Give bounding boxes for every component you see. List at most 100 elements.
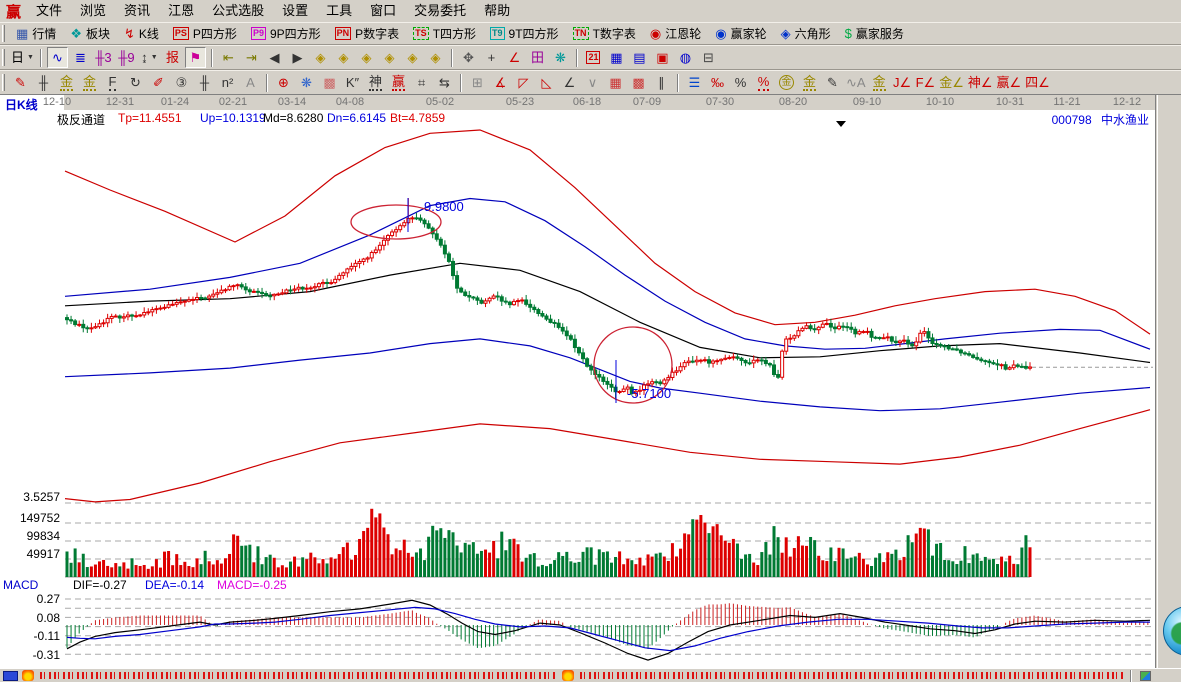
price-ladder-button[interactable]: ☰ (684, 72, 705, 93)
hexagon-button[interactable]: ◈ 六角形 (774, 23, 838, 45)
first-screen-button[interactable]: ⇤ (218, 47, 239, 68)
spiral-button[interactable]: ↻ (125, 72, 146, 93)
menu-settings[interactable]: 设置 (282, 3, 309, 18)
gann-ruler-button[interactable]: ╫ (33, 72, 54, 93)
gold-angle-button[interactable]: 金∠ (938, 72, 965, 93)
info-panel-button[interactable]: ≣ (70, 47, 91, 68)
measure-pen-button[interactable]: ✐ (148, 72, 169, 93)
menu-browse[interactable]: 浏览 (80, 3, 107, 18)
wave-tool-button[interactable]: ∿A (845, 72, 867, 93)
formula-editor-button[interactable]: 报 (162, 47, 183, 68)
red-grid-button[interactable]: ▦ (605, 72, 626, 93)
menu-news[interactable]: 资讯 (124, 3, 151, 18)
j-angle-button[interactable]: J∠ (892, 72, 913, 93)
p-number-table-button[interactable]: PN P数字表 (328, 23, 407, 45)
fan-lines-button[interactable]: ∡ (490, 72, 511, 93)
a-line-button[interactable]: A (240, 72, 261, 93)
brush-tool-button[interactable]: ✎ (10, 72, 31, 93)
status-app-icon[interactable] (3, 671, 18, 681)
f-angle-button[interactable]: F∠ (915, 72, 937, 93)
color-chart-button[interactable]: ⚑ (184, 47, 206, 68)
ruler-123-button[interactable]: ⌗ (411, 72, 432, 93)
three-bars-button[interactable]: ╫3 (93, 47, 114, 68)
compress-button[interactable]: ◈ (356, 47, 377, 68)
menu-window[interactable]: 窗口 (370, 3, 397, 18)
shen-angle-button[interactable]: 神∠ (967, 72, 994, 93)
status-alert2-icon[interactable] (562, 670, 574, 681)
angle-measure-button[interactable]: ∠ (504, 47, 525, 68)
fibonacci-button[interactable]: F (102, 72, 123, 93)
fan-square-button[interactable]: ◺ (536, 72, 557, 93)
zoom-left-button[interactable]: ◈ (310, 47, 331, 68)
globe-logo[interactable] (1163, 606, 1181, 656)
next-screen-button[interactable]: ▶ (287, 47, 308, 68)
expand-button[interactable]: ◈ (379, 47, 400, 68)
menu-formula-stock-pick[interactable]: 公式选股 (212, 3, 265, 18)
menu-file[interactable]: 文件 (36, 3, 63, 18)
golden-section-button[interactable]: 金 (56, 72, 77, 93)
percent-line-button[interactable]: % (753, 72, 774, 93)
t-number-table-button[interactable]: TN T数字表 (566, 23, 643, 45)
menu-trade[interactable]: 交易委托 (414, 3, 467, 18)
n-square-button[interactable]: n² (217, 72, 238, 93)
winner-service-button[interactable]: $ 赢家服务 (838, 23, 911, 45)
memo-button[interactable]: ▤ (629, 47, 650, 68)
ying-tool-button[interactable]: 赢 (388, 72, 409, 93)
kline-chart[interactable] (0, 95, 1155, 668)
gann-grid-button[interactable]: 田 (527, 47, 548, 68)
period-day-button[interactable]: 日 ▼ (10, 47, 35, 68)
compress-all-button[interactable]: ◈ (402, 47, 423, 68)
menu-gann[interactable]: 江恩 (168, 3, 195, 18)
angle-lines-button[interactable]: ∠ (559, 72, 580, 93)
star-web-button[interactable]: ❋ (296, 72, 317, 93)
web-export-button[interactable]: ◍ (675, 47, 696, 68)
menu-tools[interactable]: 工具 (326, 3, 353, 18)
gold-lines-button[interactable]: 金 (799, 72, 820, 93)
save-button[interactable]: ▣ (652, 47, 673, 68)
percent-button[interactable]: % (730, 72, 751, 93)
calendar-button[interactable]: 21 (583, 47, 604, 68)
parallel-lines-button[interactable]: ∥ (651, 72, 672, 93)
t9-square-button[interactable]: T9 9T四方形 (483, 23, 566, 45)
percent-retrace-button[interactable]: ‰ (707, 72, 728, 93)
smart-analysis-button[interactable]: ❋ (550, 47, 571, 68)
expand-all-button[interactable]: ◈ (425, 47, 446, 68)
gann-wheel-button[interactable]: ◉ 江恩轮 (643, 23, 708, 45)
fan-box-button[interactable]: ◸ (513, 72, 534, 93)
winner-wheel-button[interactable]: ◉ 赢家轮 (708, 23, 773, 45)
box-frame-button[interactable]: ⊞ (467, 72, 488, 93)
kline-button[interactable]: ↯ K线 (117, 23, 166, 45)
calculator-button[interactable]: ▦ (606, 47, 627, 68)
target-circle-button[interactable]: ⊕ (273, 72, 294, 93)
candle-style-button[interactable]: ↨ ▼ (139, 47, 160, 68)
status-connection-icon[interactable] (1140, 671, 1151, 681)
draw-pen-button[interactable]: ✎ (822, 72, 843, 93)
k-quote-button[interactable]: K″ (342, 72, 363, 93)
time-ruler-button[interactable]: ╫ (194, 72, 215, 93)
si-angle-button[interactable]: 四∠ (1024, 72, 1051, 93)
p-square-button[interactable]: PS P四方形 (166, 23, 244, 45)
gold-lines2-button[interactable]: 金 (869, 72, 890, 93)
zoom-right-button[interactable]: ◈ (333, 47, 354, 68)
red-grid2-button[interactable]: ▩ (628, 72, 649, 93)
market-quotes-button[interactable]: ▦ 行情 (9, 23, 63, 45)
nine-bars-button[interactable]: ╫9 (116, 47, 137, 68)
menu-help[interactable]: 帮助 (484, 3, 511, 18)
status-alert-icon[interactable] (22, 670, 34, 681)
ying-angle-button[interactable]: 赢∠ (996, 72, 1023, 93)
prev-screen-button[interactable]: ◀ (264, 47, 285, 68)
pan-hand-button[interactable]: ✥ (458, 47, 479, 68)
grid-web-button[interactable]: ▩ (319, 72, 340, 93)
shen-tool-button[interactable]: 神 (365, 72, 386, 93)
print-button[interactable]: ⊟ (698, 47, 719, 68)
gold-circle-button[interactable]: 金 (776, 72, 797, 93)
p9-square-button[interactable]: P9 9P四方形 (244, 23, 328, 45)
zigzag-tool-button[interactable]: ∿ (46, 47, 68, 68)
crosshair-button[interactable]: + (481, 47, 502, 68)
width-measure-button[interactable]: ⇆ (434, 72, 455, 93)
cycle-circle-button[interactable]: ③ (171, 72, 192, 93)
t-square-button[interactable]: TS T四方形 (406, 23, 483, 45)
wave-check-button[interactable]: ∨ (582, 72, 603, 93)
golden-section2-button[interactable]: 金 (79, 72, 100, 93)
last-screen-button[interactable]: ⇥ (241, 47, 262, 68)
